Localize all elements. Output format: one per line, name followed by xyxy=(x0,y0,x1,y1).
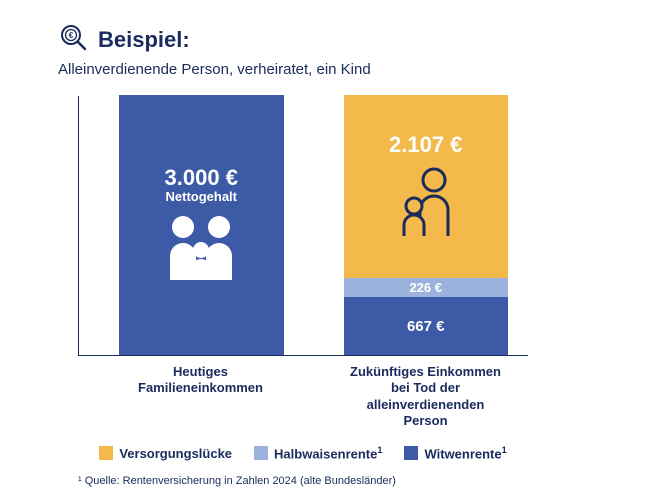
segment-value: 2.107 € xyxy=(389,132,462,158)
family2-icon xyxy=(396,166,456,241)
bar-1-segment-0: 2.107 € xyxy=(344,95,509,278)
bar-0-segment-0: 3.000 €Nettogehalt xyxy=(119,95,284,355)
chart-title: Beispiel: xyxy=(98,27,190,53)
legend-swatch xyxy=(254,446,268,460)
segment-value: 3.000 € xyxy=(165,165,238,191)
magnifier-euro-icon: € xyxy=(58,22,88,57)
bar-1: 2.107 € 226 € 667 € xyxy=(344,95,509,355)
legend: Versorgungslücke Halbwaisenrente1 Witwenre… xyxy=(78,445,528,461)
chart-subtitle: Alleinverdienende Person, verheiratet, e… xyxy=(58,61,608,78)
svg-text:€: € xyxy=(69,31,74,40)
legend-item-2: Witwenrente1 xyxy=(404,445,506,461)
legend-label: Witwenrente1 xyxy=(424,445,506,461)
xlabel-1: Zukünftiges Einkommen bei Tod der allein… xyxy=(343,364,508,429)
segment-value: 667 € xyxy=(407,318,445,335)
legend-item-1: Halbwaisenrente1 xyxy=(254,445,382,461)
legend-label: Versorgungslücke xyxy=(119,446,232,461)
bar-1-segment-1: 226 € xyxy=(344,278,509,298)
bar-1-segment-2: 667 € xyxy=(344,297,509,355)
chart: 3.000 €Nettogehalt 2.107 € 226 € 667 € He… xyxy=(78,96,528,429)
xlabel-0: Heutiges Familieneinkommen xyxy=(118,364,283,429)
legend-item-0: Versorgungslücke xyxy=(99,445,232,461)
footnote: ¹ Quelle: Rentenversicherung in Zahlen 2… xyxy=(78,475,608,487)
bar-0: 3.000 €Nettogehalt xyxy=(119,95,284,355)
legend-swatch xyxy=(404,446,418,460)
legend-label: Halbwaisenrente1 xyxy=(274,445,382,461)
family3-icon xyxy=(162,212,240,285)
legend-swatch xyxy=(99,446,113,460)
segment-value: 226 € xyxy=(409,280,442,295)
segment-sublabel: Nettogehalt xyxy=(166,189,238,204)
